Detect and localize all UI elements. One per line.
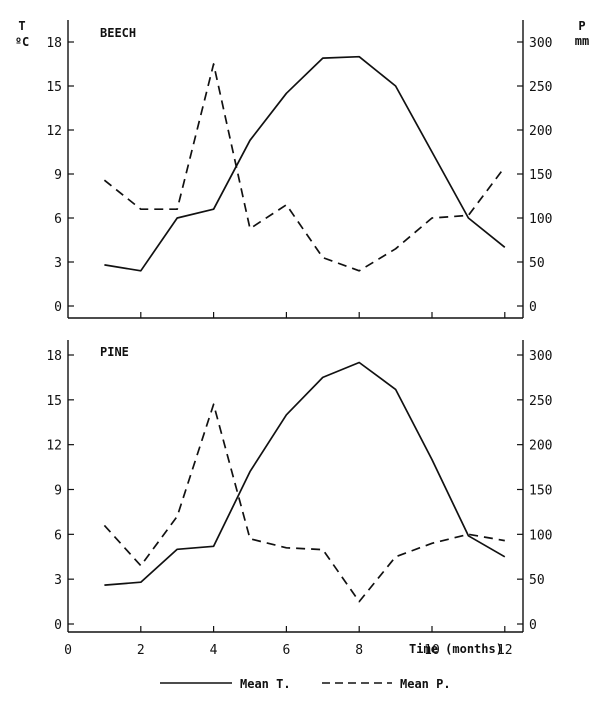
right-tick-label: 100 xyxy=(529,528,552,543)
left-tick-label: 6 xyxy=(54,212,62,227)
x-tick-label: 4 xyxy=(210,643,218,658)
right-tick-label: 150 xyxy=(529,484,552,499)
right-tick-label: 250 xyxy=(529,394,552,409)
left-axis-unit: ºC xyxy=(15,35,29,49)
panel-title: BEECH xyxy=(100,26,136,40)
left-tick-label: 15 xyxy=(46,80,62,95)
legend: Mean T. Mean P. xyxy=(160,677,451,691)
left-tick-label: 12 xyxy=(46,439,62,454)
mean-p-series-line xyxy=(103,63,506,272)
mean-t-series-line xyxy=(104,55,506,272)
left-tick-label: 9 xyxy=(54,168,62,183)
x-tick-label: 6 xyxy=(282,643,290,658)
chart-panels: 0369121518050100150200250300BEECH0369121… xyxy=(46,20,552,658)
mean-p-series-line xyxy=(103,403,505,603)
right-tick-label: 50 xyxy=(529,573,545,588)
x-tick-label: 0 xyxy=(64,643,72,658)
panel-beech: 0 3 6 9 12 15 18 0 50 100 150 200 250 300 BEECH xyxy=(46,20,552,319)
x-tick-label: 2 xyxy=(137,643,145,658)
x-axis-title: Time (months) xyxy=(409,642,503,656)
left-tick-label: 3 xyxy=(54,573,62,588)
left-tick-label: 6 xyxy=(54,528,62,543)
right-tick-label: 200 xyxy=(529,124,552,139)
right-tick-label: 100 xyxy=(529,212,552,227)
left-axis-label: T xyxy=(18,19,25,33)
legend-mean-t-label: Mean T. xyxy=(240,677,291,691)
right-tick-label: 50 xyxy=(529,256,545,271)
left-tick-label: 12 xyxy=(46,124,62,139)
panel-title: PINE xyxy=(100,345,129,359)
left-tick-label: 0 xyxy=(54,618,62,633)
right-tick-label: 150 xyxy=(529,168,552,183)
panel-pine: 0 3 6 9 12 15 18 0 50 100 150 200 250 300 0 2 4 6 8 10 12 PIN… xyxy=(46,340,552,658)
right-tick-label: 300 xyxy=(529,36,552,51)
right-tick-label: 0 xyxy=(529,618,537,633)
x-tick-label: 8 xyxy=(355,643,363,658)
left-tick-label: 3 xyxy=(54,256,62,271)
right-axis-unit: mm xyxy=(575,34,589,48)
right-axis-label: P xyxy=(578,19,585,33)
right-tick-label: 300 xyxy=(529,349,552,364)
right-tick-label: 200 xyxy=(529,439,552,454)
left-tick-label: 9 xyxy=(54,484,62,499)
legend-mean-p-label: Mean P. xyxy=(400,677,451,691)
right-tick-label: 250 xyxy=(529,80,552,95)
x-tick-label: 12 xyxy=(497,643,513,658)
left-tick-label: 15 xyxy=(46,394,62,409)
x-tick-label: 10 xyxy=(424,643,440,658)
left-tick-label: 18 xyxy=(46,349,62,364)
left-tick-label: 0 xyxy=(54,300,62,315)
left-tick-label: 18 xyxy=(46,36,62,51)
mean-t-series-line xyxy=(104,361,506,586)
right-tick-label: 0 xyxy=(529,300,537,315)
